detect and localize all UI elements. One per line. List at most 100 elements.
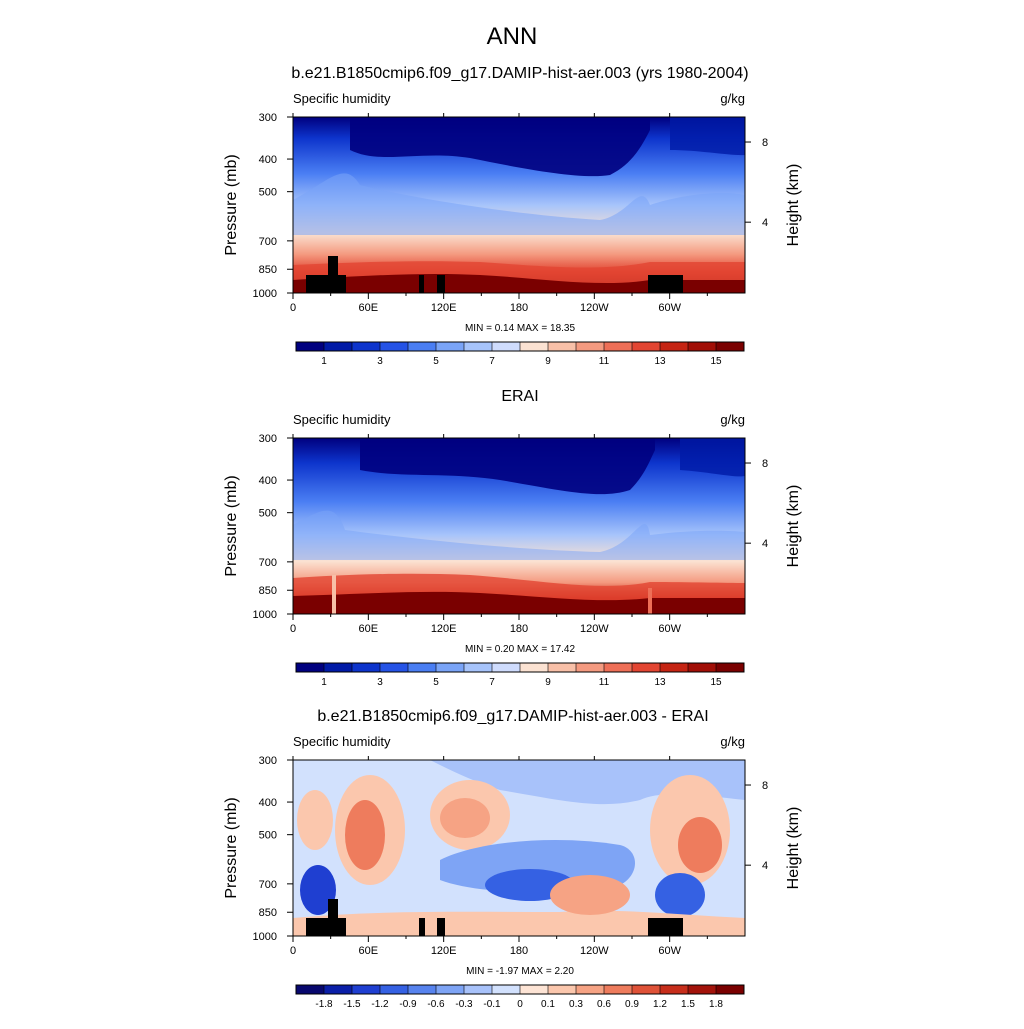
positive-west (297, 790, 333, 850)
topography-andes (648, 275, 683, 293)
dry-tongue (350, 117, 650, 177)
colorbar-cell (324, 985, 353, 994)
height-tick-label: 8 (762, 780, 768, 792)
moist-core (293, 273, 745, 293)
colorbar-label: -1.5 (343, 999, 361, 1010)
colorbar-label: 15 (710, 677, 722, 688)
variable-label: Specific humidity (293, 734, 391, 749)
contour-field (293, 438, 745, 614)
y-tick-label: 400 (259, 154, 277, 166)
colorbar-cell (604, 663, 633, 672)
colorbar-cell (632, 985, 661, 994)
figure-title: ANN (487, 23, 538, 50)
topography-indonesia-1 (419, 275, 424, 293)
colorbar-label: 7 (489, 677, 495, 688)
topography-africa (306, 918, 346, 936)
colorbar: -1.8 -1.5 -1.2 -0.9 -0.6 -0.3 -0.1 0 0.1 0.3 0.6 0.… (295, 984, 745, 1010)
mid-band (293, 173, 745, 235)
stats-label: MIN = 0.20 MAX = 17.42 (465, 644, 575, 655)
units-label: g/kg (720, 412, 745, 427)
colorbar-cell (324, 663, 353, 672)
x-tick-label: 60E (359, 302, 379, 314)
topography-indonesia-1 (419, 918, 425, 936)
colorbar-cell (352, 985, 381, 994)
colorbar-cell (408, 663, 437, 672)
units-label: g/kg (720, 91, 745, 106)
x-tick-label: 120E (431, 623, 457, 635)
surface-anomaly-africa (332, 575, 336, 614)
colorbar-label: 1 (321, 356, 327, 367)
y-tick-label: 1000 (253, 931, 277, 943)
colorbar-label: 1 (321, 677, 327, 688)
y-axis-right-title: Height (km) (785, 485, 802, 568)
x-tick-label: 180 (510, 623, 528, 635)
x-tick-label: 120E (431, 302, 457, 314)
y-tick-label: 400 (259, 475, 277, 487)
x-tick-label: 0 (290, 302, 296, 314)
colorbar-cell (576, 985, 605, 994)
x-tick-label: 120E (431, 945, 457, 957)
colorbar-cell (632, 663, 661, 672)
x-tick-label: 60W (658, 623, 681, 635)
colorbar-cell (576, 342, 605, 351)
dry-tongue (360, 438, 655, 495)
variable-label: Specific humidity (293, 91, 391, 106)
positive-surface-band (293, 910, 745, 936)
colorbar-cell (492, 663, 521, 672)
y-tick-label: 500 (259, 508, 277, 520)
colorbar-cell (716, 342, 745, 351)
y-tick-label: 400 (259, 797, 277, 809)
variable-label: Specific humidity (293, 412, 391, 427)
moist-core (293, 591, 745, 614)
positive-surface-core (550, 875, 630, 915)
dry-band-east (670, 117, 745, 156)
x-tick-label: 180 (510, 302, 528, 314)
y-tick-label: 850 (259, 264, 277, 276)
colorbar-label: -1.8 (315, 999, 333, 1010)
x-tick-label: 180 (510, 945, 528, 957)
colorbar-cell (660, 342, 689, 351)
mid-band (293, 510, 745, 560)
colorbar: 1 3 5 7 9 11 13 15 (295, 341, 745, 367)
axes: 0 60E 120E 180 120W 60W 300 400 500 700 850 1000 8 4 P… (223, 433, 802, 635)
topography-indonesia-2 (437, 918, 445, 936)
x-tick-label: 60E (359, 945, 379, 957)
topography-indonesia-2 (437, 275, 445, 293)
panel-obs: ERAI Specific humidity g/kg 0 60E 120E 180 1… (223, 388, 802, 688)
colorbar-label: 1.5 (681, 999, 695, 1010)
colorbar-label: 13 (654, 356, 666, 367)
positive-pacific-core (440, 798, 490, 838)
colorbar-label: 1.8 (709, 999, 723, 1010)
colorbar-cell (688, 985, 717, 994)
colorbar-cell (464, 342, 493, 351)
height-tick-label: 4 (762, 538, 768, 550)
y-tick-label: 500 (259, 187, 277, 199)
y-tick-label: 1000 (253, 609, 277, 621)
stats-label: MIN = -1.97 MAX = 2.20 (466, 966, 574, 977)
x-tick-label: 60W (658, 945, 681, 957)
colorbar-cell (436, 342, 465, 351)
colorbar-cell (492, 985, 521, 994)
y-tick-label: 1000 (253, 288, 277, 300)
panel-title: b.e21.B1850cmip6.f09_g17.DAMIP-hist-aer.… (317, 708, 708, 725)
dry-band-east (680, 438, 745, 477)
colorbar-label: 11 (599, 356, 610, 367)
colorbar-cell (688, 342, 717, 351)
surface-anomaly-andes (648, 588, 652, 614)
height-tick-label: 8 (762, 137, 768, 149)
positive-africa-core (345, 800, 385, 870)
colorbar-label: 1.2 (653, 999, 667, 1010)
height-tick-label: 4 (762, 217, 768, 229)
colorbar-label: 5 (433, 356, 439, 367)
height-tick-label: 8 (762, 458, 768, 470)
colorbar-cell (380, 342, 409, 351)
colorbar-cell (408, 342, 437, 351)
negative-core-africa (300, 865, 336, 915)
axes: 0 60E 120E 180 120W 60W 300 400 500 700 850 1000 8 4 P… (223, 112, 802, 314)
colorbar-cell (716, 663, 745, 672)
colorbar-cell (296, 342, 325, 351)
colorbar-label: 7 (489, 356, 495, 367)
colorbar-label: 3 (377, 356, 383, 367)
stats-label: MIN = 0.14 MAX = 18.35 (465, 323, 575, 334)
y-tick-label: 700 (259, 557, 277, 569)
